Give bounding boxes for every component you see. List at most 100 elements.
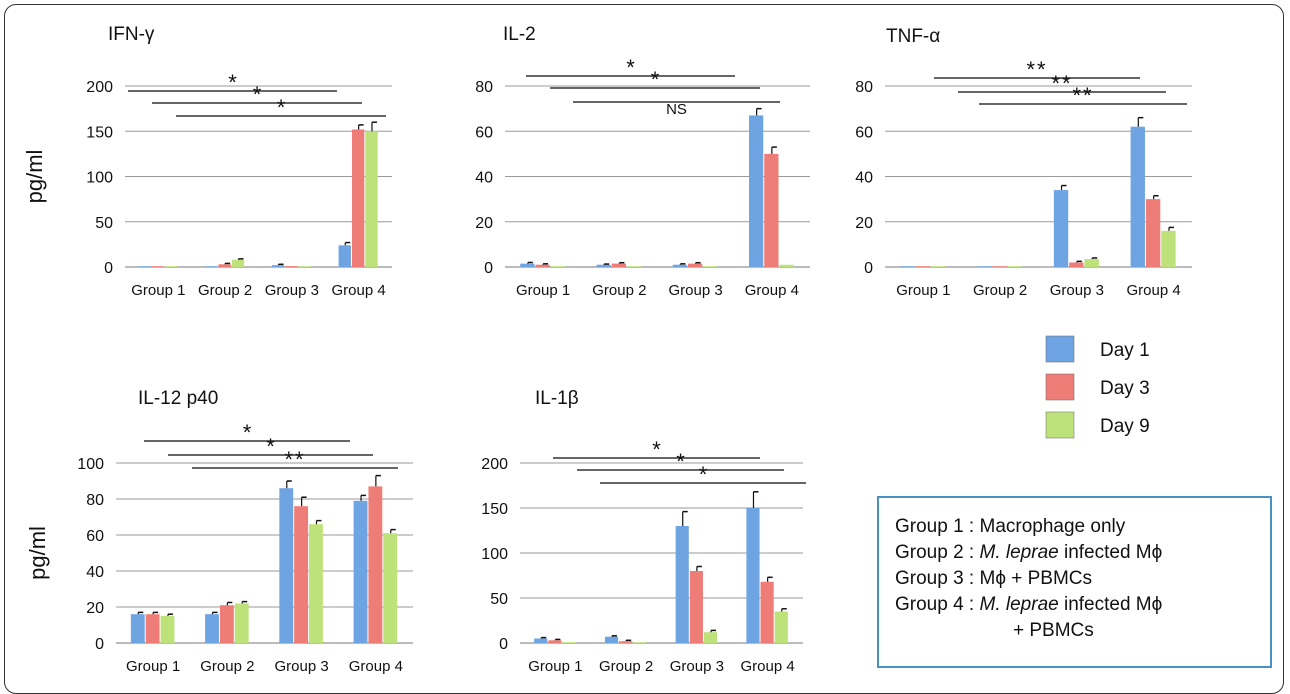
x-tick-label: Group 4 [332,282,386,299]
significance-label: * [651,67,660,92]
bar-day-1 [749,115,764,267]
bar-day-1 [672,264,687,267]
x-tick-label: Group 2 [599,658,653,675]
x-tick-label: Group 3 [265,282,319,299]
bar-day-1 [675,526,689,643]
x-tick-label: Group 4 [741,658,795,675]
y-tick-label: 80 [855,79,873,96]
bar-day-3 [760,581,774,643]
x-tick-label: Group 3 [1050,282,1104,299]
bar-day-9 [160,616,175,643]
y-tick-label: 150 [481,501,508,518]
y-tick-label: 100 [86,170,113,187]
chart-panel-2: IL-2 0 20 40 60 80 Group 1 Group 2 Group 3 Group … [475,24,810,299]
bar-day-9 [234,603,249,643]
bar-day-1 [130,614,145,643]
description-suffix: infected Mϕ [1058,542,1163,563]
x-tick-label: Group 4 [349,658,403,675]
significance-label: ** [284,447,305,472]
y-tick-label: 20 [86,600,104,617]
bar-day-1 [900,266,915,267]
legend-label: Day 9 [1100,416,1150,437]
description-text: + PBMCs [1013,620,1094,641]
bar-day-3 [1145,199,1161,267]
significance-label: ** [1072,83,1093,108]
bar-day-1 [205,614,219,643]
bar-day-1 [977,266,992,267]
y-tick-label: 20 [855,215,873,232]
description-text: Group 4 : [895,594,980,615]
significance-label: ** [1051,71,1072,96]
chart-title: TNF-α [886,26,940,47]
y-tick-label: 100 [77,456,104,473]
bar-day-3 [548,640,562,643]
bar-day-1 [271,265,285,267]
bar-day-1 [534,638,548,643]
x-tick-label: Group 4 [745,282,799,299]
bar-day-9 [550,266,565,267]
significance-label: * [652,437,661,462]
bar-day-3 [689,571,703,643]
y-tick-label: 60 [86,528,104,545]
y-tick-label: 40 [86,564,104,581]
y-tick-label: 60 [855,124,873,141]
bar-day-9 [309,524,323,643]
bar-day-3 [535,264,550,267]
significance-label: * [277,95,286,120]
bar-day-3 [1069,262,1084,267]
bar-day-1 [338,245,351,267]
y-tick-label: 60 [475,124,493,141]
legend-label: Day 1 [1100,340,1150,361]
x-tick-label: Group 1 [126,658,180,675]
bar-day-9 [633,642,647,643]
legend-label: Day 3 [1100,378,1150,399]
chart-panel-5: IL-1β 0 50 100 150 200 Group 1 Group 2 Group 3 Gr… [481,388,806,675]
y-tick-label: 100 [481,546,508,563]
bar-day-1 [1130,126,1145,267]
x-tick-label: Group 3 [275,658,329,675]
significance-label: * [228,70,237,95]
x-tick-label: Group 2 [200,658,254,675]
chart-title: IL-1β [535,388,579,409]
y-tick-label: 0 [95,636,104,653]
y-tick-label: 0 [484,260,493,277]
bar-day-3 [915,266,931,267]
description-text: Group 2 : [895,542,980,563]
y-tick-label: 50 [95,215,113,232]
y-tick-label: 200 [481,456,508,473]
bar-day-9 [365,131,378,267]
bar-day-9 [298,266,311,267]
group-description-line: + PBMCs [895,618,1270,644]
x-tick-label: Group 2 [198,282,252,299]
chart-title: IL-2 [503,24,536,45]
x-tick-label: Group 1 [528,658,582,675]
x-tick-label: Group 2 [973,282,1027,299]
bar-day-9 [1161,230,1176,267]
bar-day-3 [351,129,365,267]
group-description-box: Group 1 : Macrophage only Group 2 : M. le… [877,496,1272,668]
description-text: Group 3 : Mϕ + PBMCs [895,568,1093,589]
significance-label: * [266,434,275,459]
x-tick-label: Group 2 [592,282,646,299]
group-description-line: Group 3 : Mϕ + PBMCs [895,566,1270,592]
bar-day-3 [285,266,298,267]
bar-day-1 [353,500,368,643]
y-tick-label: 0 [499,636,508,653]
x-tick-label: Group 3 [670,658,724,675]
group-description-line: Group 2 : M. leprae infected Mϕ [895,540,1270,566]
bar-day-3 [764,153,779,267]
bar-day-9 [931,266,946,267]
bar-day-9 [1007,266,1023,267]
legend-swatch [1045,411,1075,439]
chart-panel-3: TNF-α 0 20 40 60 80 Group 1 Group 2 Group 3 Group… [855,26,1192,299]
x-tick-label: Group 1 [131,282,185,299]
significance-label: * [243,420,252,445]
significance-label: ** [1026,57,1047,82]
bar-day-3 [688,263,703,267]
x-tick-label: Group 4 [1127,282,1181,299]
bar-day-9 [703,266,718,267]
y-tick-label: 0 [104,260,113,277]
group-description-line: Group 4 : M. leprae infected Mϕ [895,592,1270,618]
significance-label: * [676,449,685,474]
bar-day-1 [520,263,535,267]
